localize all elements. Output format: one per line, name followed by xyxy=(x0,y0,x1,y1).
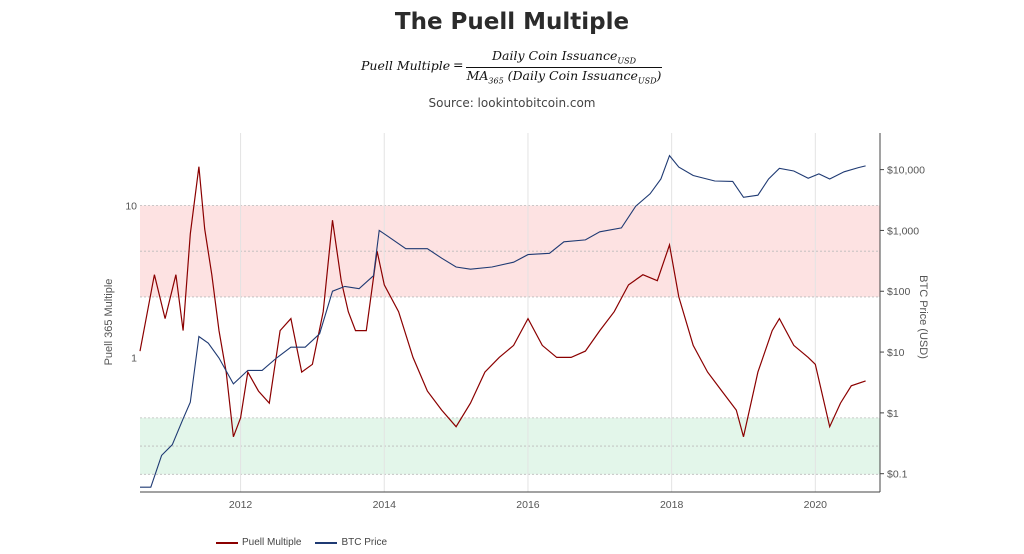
y-left-tick-1: 1 xyxy=(131,352,137,364)
puell-formula: Puell Multiple = Daily Coin IssuanceUSD … xyxy=(340,48,700,88)
formula-equals: = xyxy=(453,57,464,72)
axes xyxy=(140,133,881,493)
legend-item-puell[interactable]: Puell Multiple xyxy=(216,537,301,548)
grid-lines xyxy=(240,133,816,492)
legend: Puell Multiple BTC Price xyxy=(216,537,387,548)
x-tick-2016: 2016 xyxy=(516,499,540,511)
x-tick-2012: 2012 xyxy=(229,499,253,511)
series-btc-price xyxy=(140,154,866,488)
formula-lhs: Puell Multiple xyxy=(361,58,451,73)
tick-labels: 2012 2014 2016 2018 2020 10 1 $10,000 $1,000 $100… xyxy=(125,165,925,511)
legend-label-puell: Puell Multiple xyxy=(242,537,302,548)
x-tick-2018: 2018 xyxy=(660,499,684,511)
y-right-tick-$1,000: $1,000 xyxy=(887,225,919,237)
series-puell-multiple xyxy=(139,166,866,438)
y-right-tick-$1: $1 xyxy=(887,408,899,420)
y-axis-left-title: Puell 365 Multiple xyxy=(103,279,115,366)
source-note: Source: lookintobitcoin.com xyxy=(428,96,596,110)
y-right-tick-$10: $10 xyxy=(887,347,905,359)
legend-swatch-puell xyxy=(216,541,238,544)
formula-denominator: MA365 (Daily Coin IssuanceUSD) xyxy=(466,68,662,86)
legend-item-btc[interactable]: BTC Price xyxy=(315,537,387,548)
formula-fraction-bar xyxy=(466,67,662,68)
x-tick-2020: 2020 xyxy=(804,499,828,511)
legend-swatch-btc xyxy=(315,541,338,544)
legend-label-btc: BTC Price xyxy=(341,537,388,548)
y-right-tick-$100: $100 xyxy=(887,286,911,298)
y-left-tick-10: 10 xyxy=(125,200,137,212)
y-right-tick-$10,000: $10,000 xyxy=(887,165,925,177)
zone-bands xyxy=(140,205,880,475)
chart-title: The Puell Multiple xyxy=(394,9,630,35)
y-right-tick-$0.1: $0.1 xyxy=(887,469,908,481)
y-axis-right-title: BTC Price (USD) xyxy=(917,275,929,359)
x-tick-2014: 2014 xyxy=(373,499,397,511)
formula-numerator: Daily Coin IssuanceUSD xyxy=(492,48,636,66)
